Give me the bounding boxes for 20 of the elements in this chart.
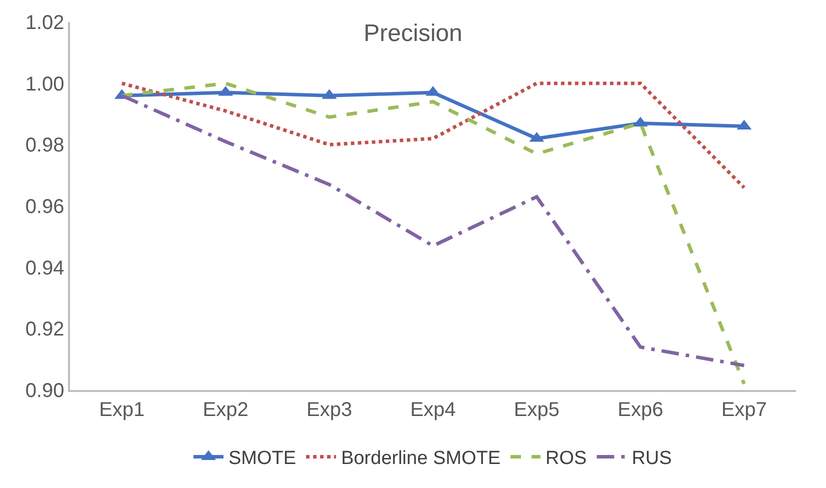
- y-tick-label: 1.00: [25, 73, 64, 96]
- legend-label: Borderline SMOTE: [341, 448, 501, 470]
- x-tick-label: Exp1: [99, 398, 145, 421]
- x-tick-label: Exp2: [202, 398, 248, 421]
- legend-label: ROS: [546, 448, 587, 470]
- y-tick-label: 0.96: [25, 196, 64, 218]
- chart-title: Precision: [364, 20, 462, 48]
- y-tick-label: 0.92: [25, 318, 64, 341]
- legend-label: SMOTE: [228, 448, 296, 470]
- x-tick-label: Exp7: [721, 398, 767, 421]
- line-series: [120, 82, 746, 190]
- y-tick-label: 0.90: [25, 380, 64, 402]
- legend-label: RUS: [632, 448, 672, 470]
- y-tick-label: 0.98: [25, 134, 64, 157]
- x-tick-label: Exp3: [306, 398, 352, 421]
- x-tick-label: Exp6: [618, 398, 664, 421]
- x-tick-label: Exp4: [410, 398, 456, 421]
- y-tick-label: 0.94: [25, 257, 64, 280]
- y-tick-label: 1.02: [25, 12, 64, 34]
- x-tick-label: Exp5: [514, 398, 560, 421]
